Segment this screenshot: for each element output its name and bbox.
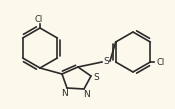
Text: S: S [93, 72, 99, 82]
Text: S: S [103, 56, 109, 66]
Text: Cl: Cl [35, 15, 43, 25]
Text: N: N [61, 89, 67, 97]
Text: N: N [83, 89, 89, 99]
Text: Cl: Cl [156, 58, 164, 66]
